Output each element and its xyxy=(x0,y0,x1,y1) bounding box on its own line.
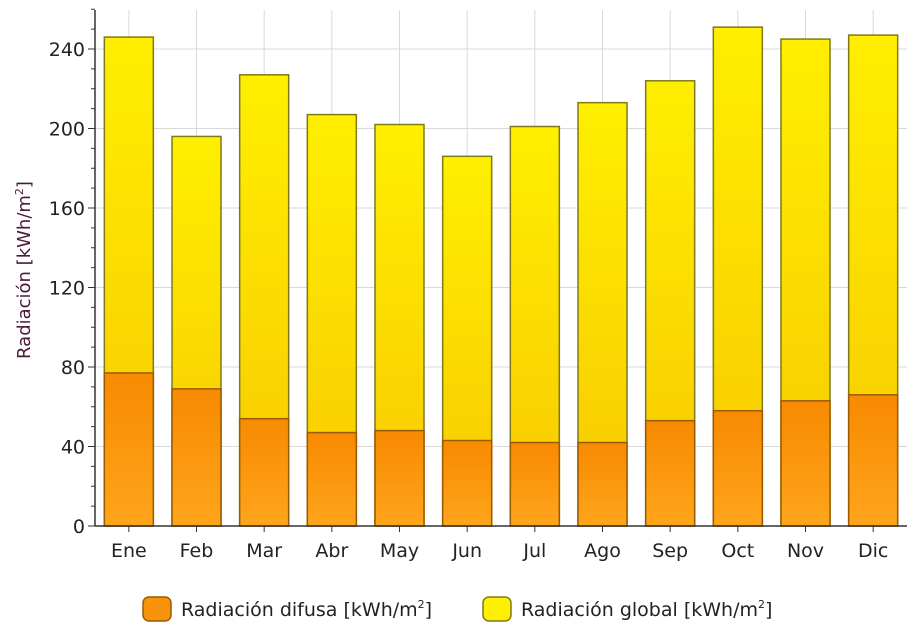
x-tick-labels: Ene Feb Mar Abr May Jun Jul Ago Sep Oct Nov Dic xyxy=(111,540,888,562)
legend-label-global: Radiación global [kWh/m2] xyxy=(521,598,772,621)
y-tick-label: 120 xyxy=(49,278,85,300)
legend: Radiación difusa [kWh/m2] Radiación glob… xyxy=(142,596,772,622)
global-radiation-series xyxy=(103,26,899,527)
x-tick-label: Dic xyxy=(858,540,888,562)
x-tick-label: Jul xyxy=(522,540,546,562)
bar-diffuse-may xyxy=(374,429,425,527)
bar-diffuse-jun xyxy=(441,439,493,527)
bar-diffuse-feb xyxy=(171,388,222,527)
y-tick-label: 0 xyxy=(73,516,85,538)
x-tick-label: Nov xyxy=(787,540,824,562)
y-tick-labels: 0 40 80 120 160 200 240 xyxy=(49,39,85,538)
x-tick-label: Sep xyxy=(652,540,688,562)
legend-swatch-global xyxy=(482,596,512,622)
y-tick-label: 80 xyxy=(61,357,85,379)
legend-swatch-diffuse xyxy=(142,596,172,622)
diffuse-radiation-series xyxy=(103,372,899,527)
bar-diffuse-jul xyxy=(509,441,561,527)
bar-diffuse-dic xyxy=(847,394,899,527)
x-tick-label: Mar xyxy=(246,540,282,562)
y-axis-title: Radiación [kWh/m2] xyxy=(13,181,35,359)
x-tick-label: Feb xyxy=(180,540,214,562)
x-tick-label: Abr xyxy=(315,540,348,562)
legend-item-diffuse: Radiación difusa [kWh/m2] xyxy=(142,596,432,622)
legend-item-global: Radiación global [kWh/m2] xyxy=(482,596,772,622)
bar-diffuse-sep xyxy=(644,419,696,527)
y-tick-label: 240 xyxy=(49,39,85,61)
x-tick-label: Oct xyxy=(721,540,754,562)
x-tick-label: Ene xyxy=(111,540,147,562)
axes xyxy=(88,8,907,532)
bar-diffuse-ene xyxy=(103,372,155,527)
y-tick-label: 40 xyxy=(61,437,85,459)
bar-diffuse-nov xyxy=(780,400,831,527)
legend-label-diffuse: Radiación difusa [kWh/m2] xyxy=(181,598,432,621)
y-tick-label: 160 xyxy=(49,198,85,220)
bar-diffuse-abr xyxy=(306,431,358,527)
y-tick-label: 200 xyxy=(49,119,85,141)
x-tick-label: Jun xyxy=(451,540,482,562)
x-tick-label: Ago xyxy=(584,540,621,562)
bar-diffuse-mar xyxy=(238,417,290,527)
bar-diffuse-oct xyxy=(712,409,764,527)
bar-diffuse-ago xyxy=(577,441,628,527)
x-tick-label: May xyxy=(380,540,419,562)
